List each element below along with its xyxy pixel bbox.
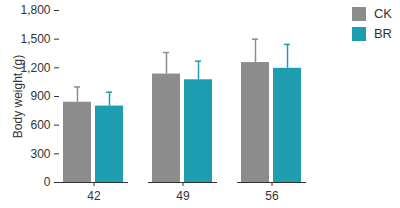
svg-text:1,500: 1,500 [20, 32, 50, 46]
html-text:BR: BR [373, 26, 392, 41]
svg-text:300: 300 [30, 147, 50, 161]
svg-text:56: 56 [265, 189, 279, 203]
svg-text:49: 49 [176, 189, 190, 203]
svg-text:1,200: 1,200 [20, 60, 51, 75]
svg-text:0: 0 [44, 175, 51, 189]
svg-text:900: 900 [30, 89, 50, 103]
html-text:CK: CK [373, 6, 392, 21]
svg-text:600: 600 [30, 118, 50, 132]
svg-text:1,800: 1,800 [20, 3, 50, 17]
svg-text:42: 42 [87, 189, 101, 203]
svg-text:Body weight (g): Body weight (g) [11, 55, 25, 138]
